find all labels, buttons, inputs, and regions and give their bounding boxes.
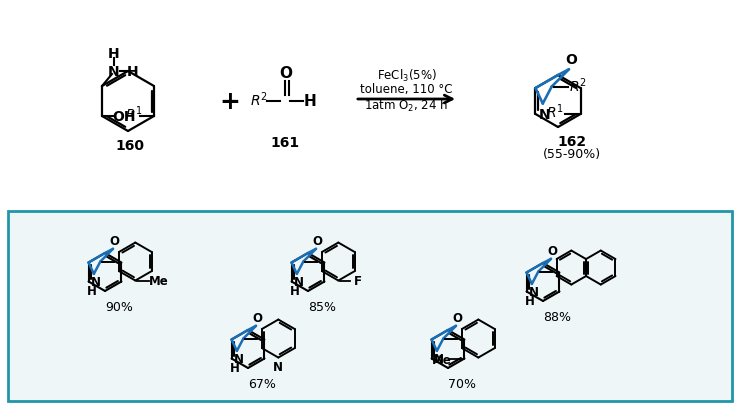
Text: N: N [434,353,444,366]
Text: 161: 161 [270,136,300,150]
Text: 162: 162 [557,135,587,148]
Text: F: F [354,274,363,288]
Text: $R^2$: $R^2$ [250,90,268,109]
Text: 160: 160 [115,139,144,153]
Text: O: O [109,235,119,248]
Text: N: N [108,65,120,79]
Text: N: N [273,360,283,373]
Text: 1atm O$_2$, 24 h: 1atm O$_2$, 24 h [365,98,448,114]
Text: +: + [220,90,241,114]
Text: 88%: 88% [543,311,571,324]
Text: N: N [294,276,304,289]
Text: 70%: 70% [448,378,476,391]
Text: 67%: 67% [248,378,276,391]
Text: H: H [303,94,317,109]
Text: Me: Me [149,274,168,288]
Text: H: H [127,65,139,79]
Text: N: N [539,107,551,121]
Text: O: O [312,235,322,248]
Text: N: N [91,276,101,289]
Text: toluene, 110 °C: toluene, 110 °C [360,83,453,96]
Text: O: O [565,53,577,67]
Text: H: H [525,295,535,308]
Text: H: H [108,47,120,61]
Text: (55-90%): (55-90%) [543,148,601,161]
Text: H: H [87,285,97,298]
Text: H: H [290,285,300,298]
Text: N: N [234,353,244,366]
Bar [8,211,732,401]
Text: N: N [529,286,539,299]
Text: O: O [280,66,292,81]
Text: $R^1$: $R^1$ [125,104,143,123]
Text: OH: OH [112,110,135,124]
Text: 90%: 90% [105,301,133,314]
Text: $R^1$: $R^1$ [545,102,563,121]
Text: H: H [230,362,240,375]
Text: 85%: 85% [308,301,336,314]
Text: FeCl$_3$(5%): FeCl$_3$(5%) [377,68,437,84]
Text: O: O [252,312,262,324]
Text: Me: Me [431,353,451,366]
Text: O: O [452,312,462,324]
Text: O: O [547,245,557,258]
Text: $R^2$: $R^2$ [569,76,587,95]
